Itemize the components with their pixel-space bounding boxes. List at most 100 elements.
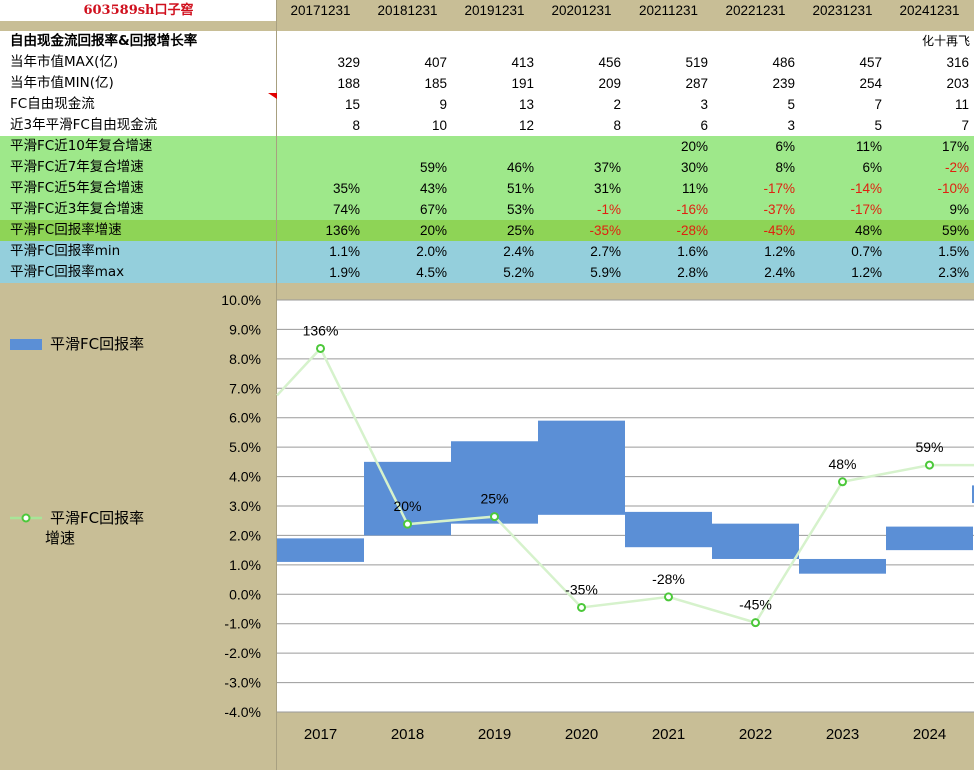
table-cell[interactable]: 37%	[593, 160, 621, 175]
date-header[interactable]: 20231231	[812, 3, 873, 18]
table-cell[interactable]: 2.8%	[677, 265, 708, 280]
row-label[interactable]: 平滑FC回报率min	[10, 243, 121, 259]
table-cell[interactable]: 6	[700, 118, 708, 133]
table-cell[interactable]: 51%	[506, 181, 534, 196]
table-cell[interactable]: -45%	[763, 223, 795, 238]
table-cell[interactable]: -16%	[676, 202, 708, 217]
table-cell[interactable]: 136%	[325, 223, 360, 238]
table-cell[interactable]: 31%	[593, 181, 621, 196]
stock-title[interactable]: 603589sh口子窖	[0, 0, 277, 21]
table-cell[interactable]: 13	[518, 97, 534, 112]
table-cell[interactable]: 3	[700, 97, 708, 112]
table-cell[interactable]: 1.9%	[329, 265, 360, 280]
table-cell[interactable]: 5.2%	[503, 265, 534, 280]
table-cell[interactable]: 30%	[680, 160, 708, 175]
table-cell[interactable]: 8	[613, 118, 621, 133]
table-cell[interactable]: 20%	[419, 223, 447, 238]
table-cell[interactable]: 5.9%	[590, 265, 621, 280]
table-cell[interactable]: 9	[439, 97, 447, 112]
table-cell[interactable]: 316	[946, 55, 969, 70]
table-cell[interactable]: 11	[954, 97, 969, 112]
table-cell[interactable]: -14%	[850, 181, 882, 196]
table-cell[interactable]: 1.5%	[938, 244, 969, 259]
table-cell[interactable]: 6%	[862, 160, 882, 175]
table-cell[interactable]	[538, 136, 625, 157]
section-title[interactable]: 自由现金流回报率&回报增长率	[10, 33, 198, 49]
row-label[interactable]: 平滑FC近10年复合增速	[10, 138, 153, 154]
table-cell[interactable]: 11%	[855, 139, 882, 154]
author-note[interactable]: 化十再飞	[921, 34, 970, 48]
table-cell[interactable]: -10%	[937, 181, 969, 196]
table-cell[interactable]: -35%	[589, 223, 621, 238]
table-cell[interactable]	[364, 136, 451, 157]
row-label[interactable]: 平滑FC近5年复合增速	[10, 180, 144, 196]
table-cell[interactable]: 0.7%	[851, 244, 882, 259]
table-cell[interactable]: 7	[874, 97, 882, 112]
table-cell[interactable]: -1%	[596, 202, 621, 217]
table-cell[interactable]: 519	[685, 55, 708, 70]
date-header[interactable]: 20211231	[638, 3, 699, 18]
table-cell[interactable]: 191	[511, 76, 534, 91]
table-cell[interactable]: 254	[859, 76, 882, 91]
table-cell[interactable]: 2.0%	[416, 244, 447, 259]
row-label[interactable]: 当年市值MAX(亿)	[0, 52, 277, 73]
table-cell[interactable]: 67%	[419, 202, 447, 217]
table-cell[interactable]: 329	[337, 55, 360, 70]
row-label[interactable]: 平滑FC回报率max	[10, 264, 125, 280]
row-label[interactable]: 当年市值MIN(亿)	[0, 73, 277, 94]
table-cell[interactable]: 2.3%	[938, 265, 969, 280]
table-cell[interactable]: 46%	[506, 160, 534, 175]
table-cell[interactable]: 35%	[332, 181, 360, 196]
table-cell[interactable]: 17%	[941, 139, 969, 154]
table-cell[interactable]: 25%	[506, 223, 534, 238]
row-label[interactable]: 平滑FC近7年复合增速	[10, 159, 144, 175]
date-header[interactable]: 20191231	[464, 3, 525, 18]
table-cell[interactable]: -17%	[763, 181, 795, 196]
date-header[interactable]: 20171231	[290, 3, 351, 18]
table-cell[interactable]: 20%	[680, 139, 708, 154]
date-header[interactable]: 20241231	[899, 3, 960, 18]
table-cell[interactable]: 15	[344, 97, 360, 112]
table-cell[interactable]: 407	[424, 55, 447, 70]
date-header[interactable]: 20221231	[725, 3, 786, 18]
table-cell[interactable]: 188	[337, 76, 360, 91]
date-header[interactable]: 20181231	[377, 3, 438, 18]
table-cell[interactable]: 3	[787, 118, 795, 133]
table-cell[interactable]: 457	[859, 55, 882, 70]
table-cell[interactable]: 59%	[941, 223, 969, 238]
table-cell[interactable]: 1.1%	[329, 244, 360, 259]
table-cell[interactable]: 12	[518, 118, 534, 133]
table-cell[interactable]: 53%	[506, 202, 534, 217]
table-cell[interactable]: 2.4%	[503, 244, 534, 259]
table-cell[interactable]: -2%	[944, 160, 969, 175]
table-cell[interactable]: 74%	[332, 202, 360, 217]
table-cell[interactable]	[277, 136, 364, 157]
table-cell[interactable]: 59%	[419, 160, 447, 175]
table-cell[interactable]: 4.5%	[416, 265, 447, 280]
table-cell[interactable]: -17%	[850, 202, 882, 217]
table-cell[interactable]: -28%	[676, 223, 708, 238]
table-cell[interactable]: 5	[874, 118, 882, 133]
table-cell[interactable]: 209	[598, 76, 621, 91]
table-cell[interactable]: 8%	[775, 160, 795, 175]
table-cell[interactable]: 239	[772, 76, 795, 91]
table-cell[interactable]: 2.7%	[590, 244, 621, 259]
table-cell[interactable]: 1.2%	[851, 265, 882, 280]
row-label[interactable]: 近3年平滑FC自由现金流	[0, 115, 277, 136]
table-cell[interactable]: 7	[961, 118, 969, 133]
table-cell[interactable]: 11%	[681, 181, 708, 196]
table-cell[interactable]	[277, 157, 364, 178]
table-cell[interactable]: 5	[787, 97, 795, 112]
table-cell[interactable]: 6%	[775, 139, 795, 154]
table-cell[interactable]: 9%	[949, 202, 969, 217]
table-cell[interactable]: 413	[511, 55, 534, 70]
table-cell[interactable]: 486	[772, 55, 795, 70]
table-cell[interactable]: 2	[613, 97, 621, 112]
row-label[interactable]: 平滑FC回报率增速	[10, 222, 122, 238]
row-label[interactable]: FC自由现金流	[0, 94, 277, 115]
table-cell[interactable]: 1.6%	[677, 244, 708, 259]
table-cell[interactable]: -37%	[763, 202, 795, 217]
table-cell[interactable]: 48%	[854, 223, 882, 238]
table-cell[interactable]: 8	[352, 118, 360, 133]
date-header[interactable]: 20201231	[551, 3, 612, 18]
